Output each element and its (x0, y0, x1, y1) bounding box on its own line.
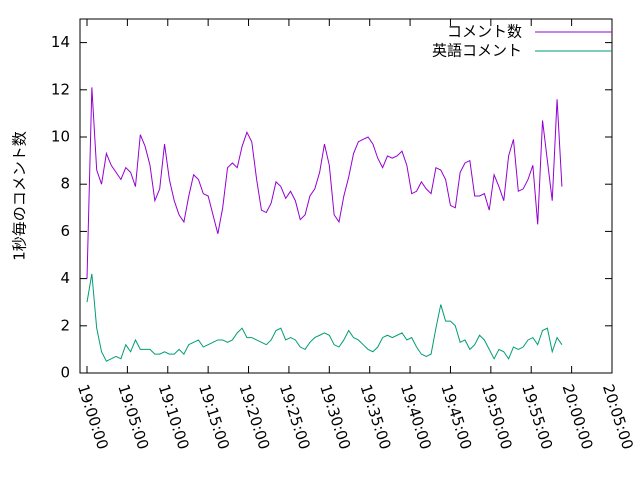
x-tick-label: 19:00:00 (74, 382, 112, 452)
x-tick-label: 20:05:00 (599, 382, 637, 452)
y-tick-label: 14 (51, 33, 70, 51)
y-tick-label: 8 (60, 175, 70, 193)
y-tick-label: 0 (60, 364, 70, 382)
legend-label: 英語コメント (432, 42, 522, 60)
y-tick-label: 6 (60, 222, 70, 240)
plot-frame (79, 18, 613, 374)
x-tick-label: 19:10:00 (155, 382, 193, 452)
x-tick-label: 19:50:00 (478, 382, 516, 452)
y-tick-label: 2 (60, 316, 70, 334)
y-axis-label: 1秒毎のコメント数 (11, 131, 29, 261)
legend-label: コメント数 (447, 23, 522, 41)
x-tick-label: 19:55:00 (518, 382, 556, 452)
x-tick-label: 19:20:00 (235, 382, 273, 452)
series-line (86, 87, 563, 279)
x-tick-label: 19:25:00 (276, 382, 314, 452)
x-tick-label: 19:05:00 (114, 382, 152, 452)
y-tick-label: 10 (51, 128, 70, 146)
x-tick-label: 19:15:00 (195, 382, 233, 452)
series-line (86, 273, 563, 362)
x-tick-label: 19:30:00 (316, 382, 354, 452)
y-tick-label: 12 (51, 80, 70, 98)
x-tick-label: 19:45:00 (437, 382, 475, 452)
y-tick-label: 4 (60, 269, 70, 287)
x-tick-label: 20:00:00 (559, 382, 597, 452)
x-tick-label: 19:35:00 (357, 382, 395, 452)
x-tick-label: 19:40:00 (397, 382, 435, 452)
